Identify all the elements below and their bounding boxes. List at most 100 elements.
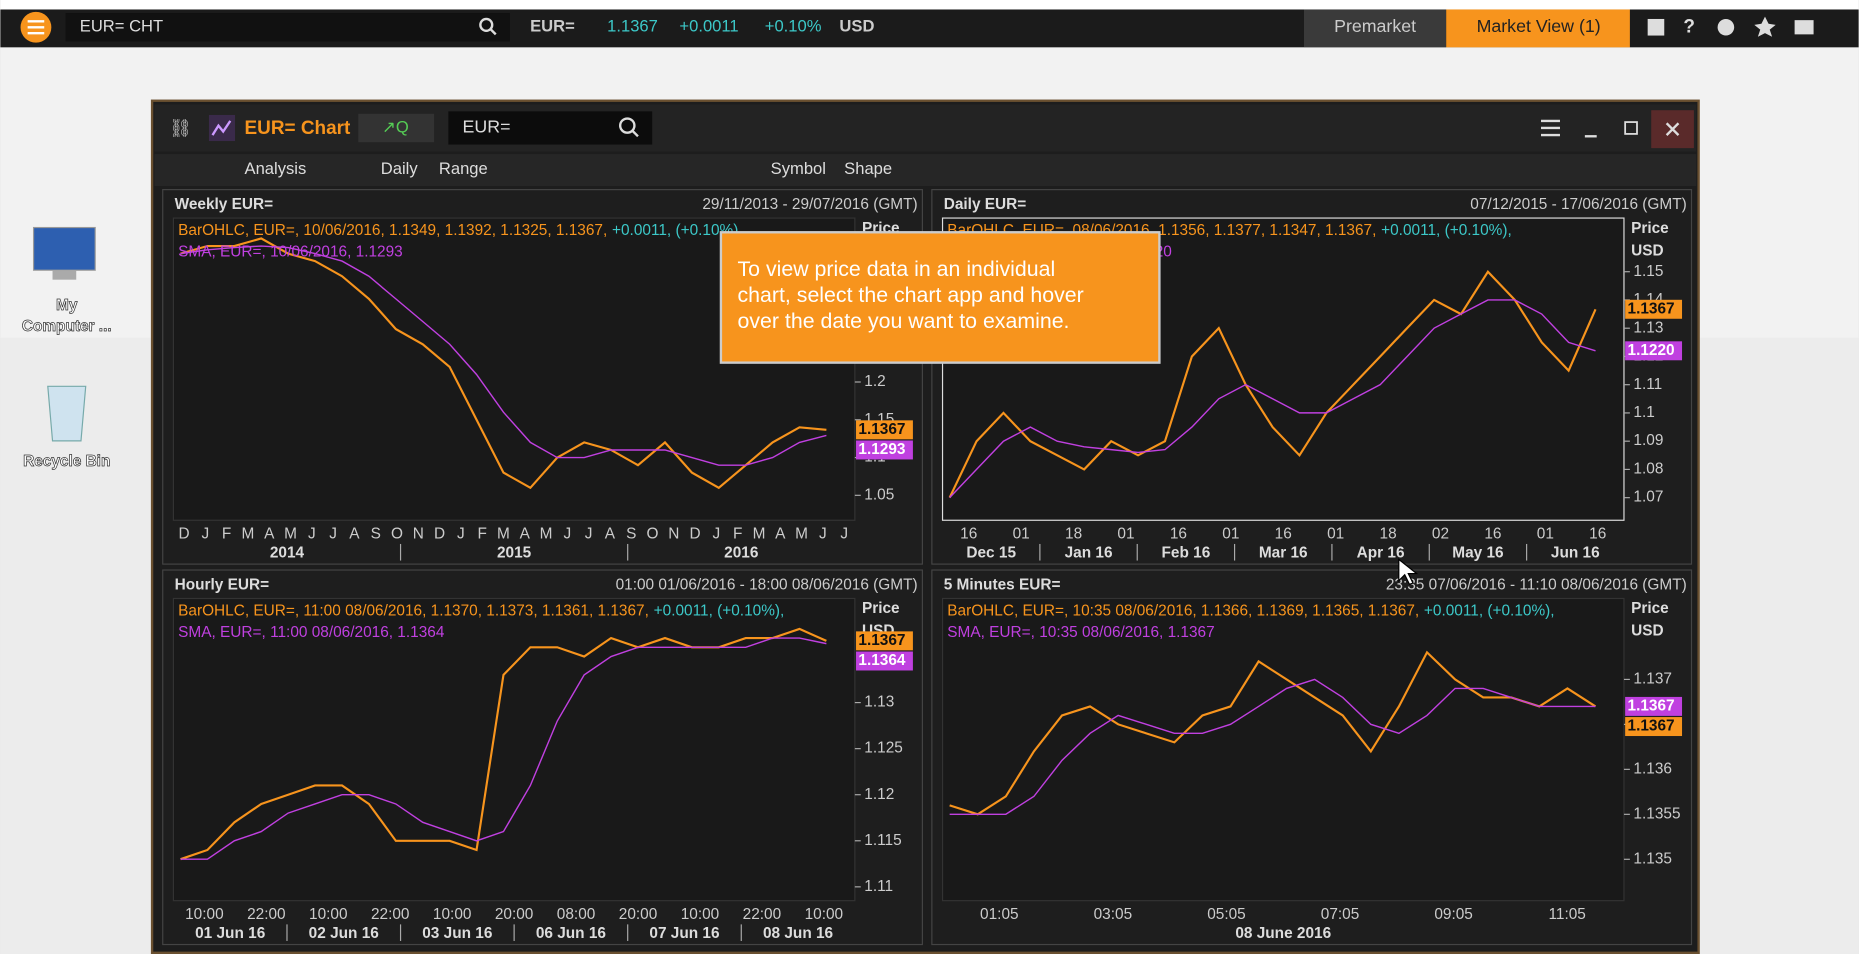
panel-range: 07/12/2015 - 17/06/2016 (GMT): [1470, 196, 1686, 213]
x-tick-label: 01: [1222, 526, 1239, 543]
y-tick-label: 1.2: [864, 373, 885, 390]
x-tick-label: 07:05: [1321, 906, 1360, 923]
x-tick-label: 22:00: [371, 906, 410, 923]
link-icon[interactable]: ⛓: [169, 118, 192, 138]
x-tick-label: 16: [1589, 526, 1606, 543]
x-tick-label: 16: [1275, 526, 1292, 543]
price-tag-label: 1.1367: [1628, 697, 1675, 714]
x-group-label: Feb 16: [1162, 545, 1211, 562]
y-tick-label: 1.136: [1633, 760, 1672, 777]
computer-icon[interactable]: [34, 228, 96, 271]
legend-part: +0.0011, (+0.10%),: [654, 603, 785, 620]
price-tag-label: 1.1364: [858, 652, 906, 669]
chat-icon[interactable]: [1718, 19, 1735, 36]
x-tick-label: J: [564, 526, 572, 543]
x-tick-label: 20:00: [495, 906, 534, 923]
x-tick-label: J: [457, 526, 465, 543]
x-tick-label: 01: [1117, 526, 1134, 543]
icon-label: My: [56, 297, 78, 314]
axis-title: USD: [1631, 242, 1663, 259]
x-group-label: Jan 16: [1065, 545, 1113, 562]
x-tick-label: 01: [1327, 526, 1344, 543]
x-tick-label: A: [349, 526, 360, 543]
axis-title: Price: [1631, 600, 1669, 617]
price-tag-label: 1.1293: [858, 441, 905, 458]
icon-label: Recycle Bin: [23, 453, 110, 470]
toolbar-item[interactable]: Shape: [844, 159, 892, 178]
legend-line: BarOHLC, EUR=, 10/06/2016, 1.1349, 1.139…: [178, 222, 738, 239]
legend-part: SMA, EUR=, 10/06/2016, 1.1293: [178, 243, 403, 260]
axis-title: Price: [862, 600, 900, 617]
plot-area: [943, 598, 1624, 900]
panel-title: Weekly EUR=: [175, 196, 274, 213]
plot-area: [173, 598, 854, 900]
toolbar-item[interactable]: Range: [439, 159, 488, 178]
panel-range: 23:35 07/06/2016 - 11:10 08/06/2016 (GMT…: [1386, 576, 1687, 593]
axis-title: Price: [1631, 220, 1669, 237]
x-tick-label: 09:05: [1434, 906, 1473, 923]
x-tick-label: 01: [1537, 526, 1554, 543]
x-tick-label: S: [371, 526, 381, 543]
tooltip-line: over the date you want to examine.: [738, 309, 1070, 333]
x-group-label: Apr 16: [1357, 545, 1405, 562]
help-icon[interactable]: ?: [1683, 16, 1695, 37]
x-tick-label: 10:00: [185, 906, 224, 923]
x-tick-label: N: [413, 526, 424, 543]
x-group-label: May 16: [1452, 545, 1503, 562]
x-tick-label: D: [434, 526, 445, 543]
y-tick-label: 1.12: [864, 786, 894, 803]
y-tick-label: 1.05: [864, 486, 894, 503]
x-tick-label: M: [795, 526, 808, 543]
x-tick-label: J: [840, 526, 848, 543]
y-tick-label: 1.1: [1633, 404, 1654, 421]
x-tick-label: M: [284, 526, 297, 543]
x-tick-label: 16: [1170, 526, 1187, 543]
y-tick-label: 1.13: [1633, 319, 1663, 336]
briefcase-icon[interactable]: [1795, 20, 1814, 34]
panel-title: 5 Minutes EUR=: [944, 576, 1061, 593]
x-tick-label: A: [520, 526, 531, 543]
search-text: EUR= CHT: [80, 17, 163, 36]
x-tick-label: 01:05: [980, 906, 1019, 923]
x-tick-label: J: [713, 526, 721, 543]
y-tick-label: 1.11: [864, 878, 893, 895]
x-group-label: Mar 16: [1259, 545, 1308, 562]
price-tag-label: 1.1367: [858, 632, 905, 649]
x-tick-label: J: [585, 526, 593, 543]
toolbar-item[interactable]: Analysis: [245, 159, 307, 178]
x-tick-label: F: [222, 526, 231, 543]
y-tick-label: 1.09: [1633, 432, 1663, 449]
toolbar-item[interactable]: Daily: [381, 159, 419, 178]
y-tick-label: 1.125: [864, 740, 903, 757]
icon-label: Computer ...: [22, 318, 112, 335]
x-tick-label: N: [668, 526, 679, 543]
x-tick-label: D: [690, 526, 701, 543]
legend-part: +0.0011, (+0.10%),: [1424, 603, 1555, 620]
layout-icon[interactable]: [1648, 19, 1665, 36]
x-tick-label: J: [329, 526, 337, 543]
legend-part: BarOHLC, EUR=, 10:35 08/06/2016, 1.1366,…: [947, 603, 1419, 620]
price-tag-label: 1.1367: [1628, 718, 1675, 735]
x-group-label: 03 Jun 16: [422, 925, 492, 942]
x-group-label: 06 Jun 16: [536, 925, 606, 942]
x-tick-label: 11:05: [1548, 906, 1585, 923]
recycle-icon[interactable]: [48, 386, 86, 441]
x-tick-label: 20:00: [619, 906, 658, 923]
x-tick-label: 10:00: [805, 906, 844, 923]
panel-title: Hourly EUR=: [175, 576, 270, 593]
window-title: EUR= Chart: [245, 118, 352, 139]
y-tick-label: 1.1355: [1633, 805, 1680, 822]
x-tick-label: M: [242, 526, 255, 543]
axis-title: USD: [1631, 623, 1663, 640]
change: +0.0011: [679, 17, 738, 36]
legend-line: SMA, EUR=, 10/06/2016, 1.1293: [178, 243, 403, 260]
toolbar-item[interactable]: Symbol: [771, 159, 826, 178]
legend-line: BarOHLC, EUR=, 10:35 08/06/2016, 1.1366,…: [947, 603, 1554, 620]
x-group-label: 07 Jun 16: [649, 925, 719, 942]
x-group-label: 01 Jun 16: [195, 925, 265, 942]
legend-line: SMA, EUR=, 10:35 08/06/2016, 1.1367: [947, 624, 1214, 641]
x-tick-label: 05:05: [1207, 906, 1246, 923]
x-tick-label: 10:00: [433, 906, 472, 923]
price-tag-label: 1.1220: [1628, 342, 1675, 359]
window-search-text: EUR=: [463, 117, 511, 137]
